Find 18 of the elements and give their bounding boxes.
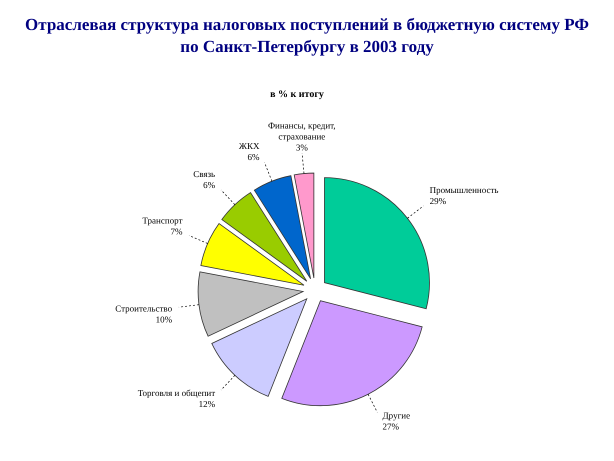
slice-label: Строительство — [115, 304, 173, 314]
slice-label: Финансы, кредит, страхование — [268, 120, 336, 142]
data-label: 3% — [296, 142, 308, 153]
data-label: 6% — [247, 152, 260, 162]
data-label: 6% — [203, 180, 216, 190]
data-label: 10% — [156, 314, 173, 325]
slice-label: Связь — [193, 168, 216, 179]
slice-label: Другие — [382, 410, 410, 421]
slice-label: ЖКХ — [238, 140, 260, 151]
slice-label: Промышленность — [430, 185, 499, 196]
slice-label: Торговля и общепит — [138, 388, 216, 398]
data-label: 12% — [198, 399, 216, 410]
chart-subtitle: в % к итогу — [270, 89, 324, 100]
slice-label: Транспорт — [142, 215, 183, 226]
data-label: 27% — [382, 422, 400, 432]
data-label: 7% — [170, 226, 184, 236]
data-label: 29% — [430, 196, 447, 206]
chart-title: Отраслевая структура налоговых поступлений в бюджетную систему РФ по Санкт-Петербургу в 2003 году — [25, 15, 589, 56]
